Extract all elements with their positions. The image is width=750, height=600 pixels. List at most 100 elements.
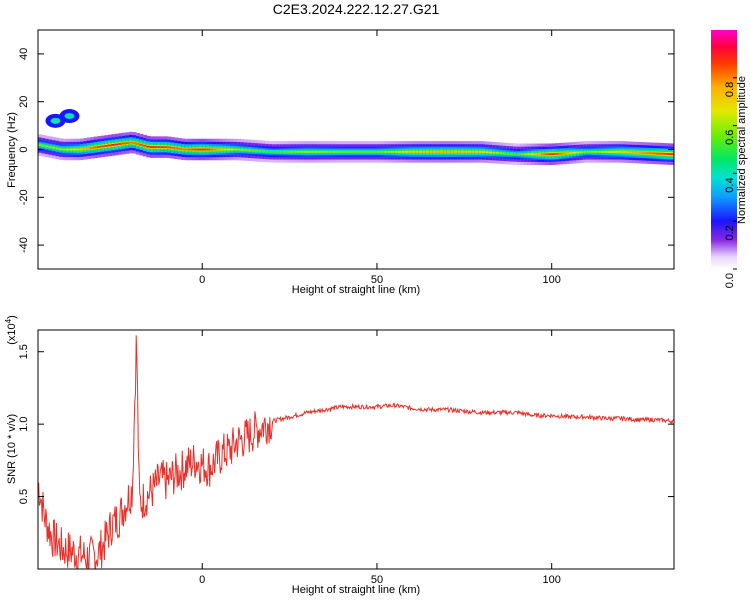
snr-y-tick-label: 0.5 [18, 489, 30, 504]
snr-axes-ticks: 0 50 100 0.5 1.0 1.5 [18, 330, 674, 586]
heatmap-cell [639, 151, 644, 154]
heatmap-cell [195, 148, 200, 151]
heatmap-cell [268, 150, 273, 153]
heatmap-cell [226, 148, 231, 151]
heatmap-cell [209, 148, 214, 151]
heatmap-cell [474, 150, 479, 153]
snr-y-multiplier: (x104) [4, 315, 18, 345]
heatmap-cell [160, 146, 165, 149]
heatmap-cell [590, 150, 595, 153]
heatmap-cell [97, 145, 102, 148]
heatmap-cell [167, 146, 172, 149]
heatmap-cell [212, 148, 217, 151]
heatmap-cell [58, 148, 64, 151]
heatmap-cell [471, 150, 476, 153]
heatmap-cell [502, 152, 507, 155]
heatmap-cell [317, 150, 322, 153]
heatmap-cell [548, 153, 553, 156]
heatmap-cell [404, 150, 410, 153]
heatmap-cell [572, 151, 577, 154]
heatmap-cell [321, 150, 326, 153]
heatmap-cell [653, 152, 658, 155]
heatmap-cell [495, 152, 500, 154]
heatmap-cell [44, 145, 50, 148]
heatmap-cell [604, 150, 609, 153]
heatmap-cell [380, 150, 385, 153]
figure-title: C2E3.2024.222.12.27.G21 [273, 1, 440, 17]
heatmap-cell [670, 153, 674, 156]
heatmap-cell [656, 152, 661, 155]
heatmap-cell [174, 147, 179, 150]
heatmap-cell [481, 151, 486, 153]
heatmap-cell [132, 141, 137, 144]
heatmap-cell [335, 150, 340, 153]
heatmap-cell [293, 150, 298, 153]
snr-frame [37, 329, 675, 570]
heatmap-cell [579, 151, 584, 154]
heatmap-cell [265, 150, 270, 153]
heatmap-cell [289, 150, 294, 153]
heatmap-cell [261, 150, 266, 153]
heatmap-cell [62, 148, 67, 151]
heatmap-cell [541, 153, 546, 156]
heatmap-cell [146, 145, 151, 148]
colorbar-label: Normalized spectral amplitude [736, 76, 748, 224]
heatmap-cell [397, 150, 403, 153]
heatmap-cell [509, 152, 514, 155]
heatmap-cell [663, 152, 668, 155]
heatmap-cell [506, 152, 511, 155]
spectrogram-axes-ticks: 0 50 100 -40 -20 0 20 40 [18, 30, 674, 286]
heatmap-cell [488, 151, 493, 154]
heatmap-cell [279, 150, 284, 153]
heatmap-cell [142, 144, 147, 147]
heatmap-cell [597, 150, 602, 153]
spectrogram-x-tick-label: 100 [543, 274, 561, 286]
heatmap-cell [607, 150, 612, 153]
snr-y-tick-label: 1.5 [18, 344, 30, 359]
heatmap-cell [163, 146, 168, 149]
heatmap-cell [191, 148, 196, 151]
colorbar-tick-label: 0.4 [724, 177, 736, 192]
spectrogram-y-tick-label: 0 [18, 146, 30, 152]
spectrogram-y-tick-label: 20 [18, 96, 30, 108]
heatmap-cell [324, 150, 329, 153]
heatmap-cell [55, 147, 60, 150]
heatmap-cell [139, 143, 144, 146]
snr-x-axis-label: Height of straight line (km) [292, 584, 420, 596]
heatmap-cell [240, 148, 245, 151]
heatmap-cell [600, 150, 605, 153]
heatmap-cell [48, 146, 53, 149]
heatmap-cell [275, 150, 280, 153]
heatmap-cell [349, 150, 354, 153]
heatmap-cell [198, 148, 203, 151]
colorbar-gradient [711, 30, 737, 269]
heatmap-cell [219, 148, 224, 151]
heatmap-cell [527, 153, 532, 156]
heatmap-cell [555, 152, 560, 155]
heatmap-cell [118, 143, 123, 145]
heatmap-cell [418, 150, 423, 153]
heatmap-cell [328, 150, 333, 153]
heatmap-cell [415, 150, 420, 153]
heatmap-cell [446, 150, 451, 153]
heatmap-cell [369, 150, 375, 153]
heatmap-cell [254, 149, 259, 152]
heatmap-cell [65, 148, 71, 151]
heatmap-cell [425, 150, 430, 153]
heatmap-cell [376, 150, 382, 153]
heatmap-cell [202, 148, 207, 151]
heatmap-cell [251, 149, 256, 152]
snr-x-tick-label: 100 [543, 574, 561, 586]
heatmap-cell [499, 152, 504, 155]
heatmap-cell [338, 150, 343, 153]
spectrogram-panel: 0 50 100 -40 -20 0 20 40 Height of straight lin… [6, 29, 675, 296]
spectrogram-y-tick-label: -20 [18, 189, 30, 205]
heatmap-cell [520, 153, 525, 156]
heatmap-cell [408, 150, 413, 153]
heatmap-cell [632, 151, 637, 154]
heatmap-cell [153, 146, 158, 149]
heatmap-cell [111, 144, 116, 146]
heatmap-cell [170, 146, 175, 149]
heatmap-cell [296, 150, 301, 153]
heatmap-cell [205, 148, 210, 151]
